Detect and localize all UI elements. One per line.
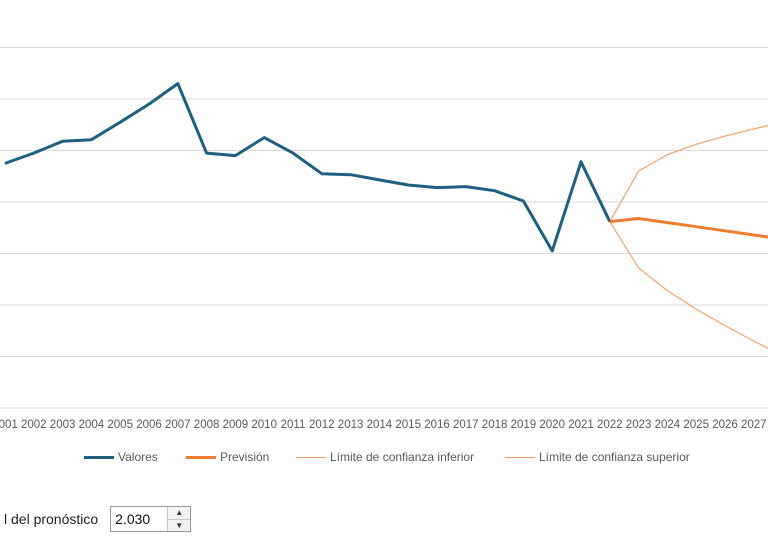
x-tick-label: 2027	[741, 419, 767, 431]
x-tick-label: 2019	[511, 419, 537, 431]
legend-swatch	[505, 456, 535, 458]
x-tick-label: 2021	[568, 419, 594, 431]
series-line-limite-inferior	[609, 221, 768, 349]
forecast-chart: 2001200220032004200520062007200820092010…	[0, 47, 768, 431]
legend-item-valores: Valores	[84, 450, 158, 464]
decrement-button[interactable]: ▼	[168, 518, 191, 531]
x-tick-label: 2018	[482, 419, 508, 431]
x-tick-label: 2026	[712, 419, 738, 431]
x-tick-label: 2002	[21, 419, 47, 431]
x-tick-label: 2010	[251, 419, 277, 431]
x-tick-label: 2013	[338, 419, 364, 431]
legend-item-limite-inferior: Límite de confianza inferior	[296, 450, 474, 464]
x-tick-label: 2012	[309, 419, 335, 431]
x-tick-label: 2015	[395, 419, 421, 431]
x-tick-label: 2014	[367, 419, 393, 431]
x-tick-label: 2007	[165, 419, 191, 431]
x-tick-label: 2023	[626, 419, 652, 431]
legend-item-limite-superior: Límite de confianza superior	[505, 450, 690, 464]
forecast-end-control: l del pronóstico ▲ ▼	[0, 504, 192, 534]
increment-button[interactable]: ▲	[168, 507, 191, 519]
x-tick-label: 2009	[223, 419, 249, 431]
x-axis-ticks: 2001200220032004200520062007200820092010…	[0, 419, 767, 431]
x-tick-label: 2008	[194, 419, 220, 431]
legend-label: Valores	[118, 450, 158, 464]
x-tick-label: 2017	[453, 419, 479, 431]
x-tick-label: 2024	[655, 419, 681, 431]
x-tick-label: 2025	[683, 419, 709, 431]
forecast-end-input[interactable]	[111, 507, 168, 531]
x-tick-label: 2001	[0, 419, 18, 431]
x-tick-label: 2006	[136, 419, 162, 431]
triangle-up-icon: ▲	[175, 508, 184, 518]
x-tick-label: 2005	[107, 419, 133, 431]
x-tick-label: 2003	[50, 419, 76, 431]
triangle-down-icon: ▼	[175, 520, 184, 530]
legend-swatch	[296, 456, 326, 458]
legend-label: Previsión	[220, 450, 270, 464]
x-tick-label: 2020	[539, 419, 565, 431]
forecast-end-stepper: ▲ ▼	[110, 506, 192, 532]
series-line-prevision	[609, 217, 768, 239]
series-line-limite-superior	[609, 124, 768, 222]
x-tick-label: 2022	[597, 419, 623, 431]
gridlines	[0, 47, 768, 409]
legend-item-prevision: Previsión	[186, 450, 269, 464]
forecast-end-label: l del pronóstico	[4, 511, 99, 527]
x-tick-label: 2016	[424, 419, 450, 431]
legend-swatch	[84, 455, 114, 459]
x-tick-label: 2004	[79, 419, 105, 431]
x-tick-label: 2011	[281, 419, 306, 431]
series-lines	[4, 82, 768, 349]
stepper-buttons: ▲ ▼	[167, 507, 191, 531]
legend-label: Límite de confianza superior	[539, 450, 690, 464]
legend-label: Límite de confianza inferior	[330, 450, 475, 464]
series-line-valores	[4, 82, 612, 253]
legend-swatch	[186, 455, 216, 459]
legend: Valores Previsión Límite de confianza in…	[0, 446, 768, 470]
